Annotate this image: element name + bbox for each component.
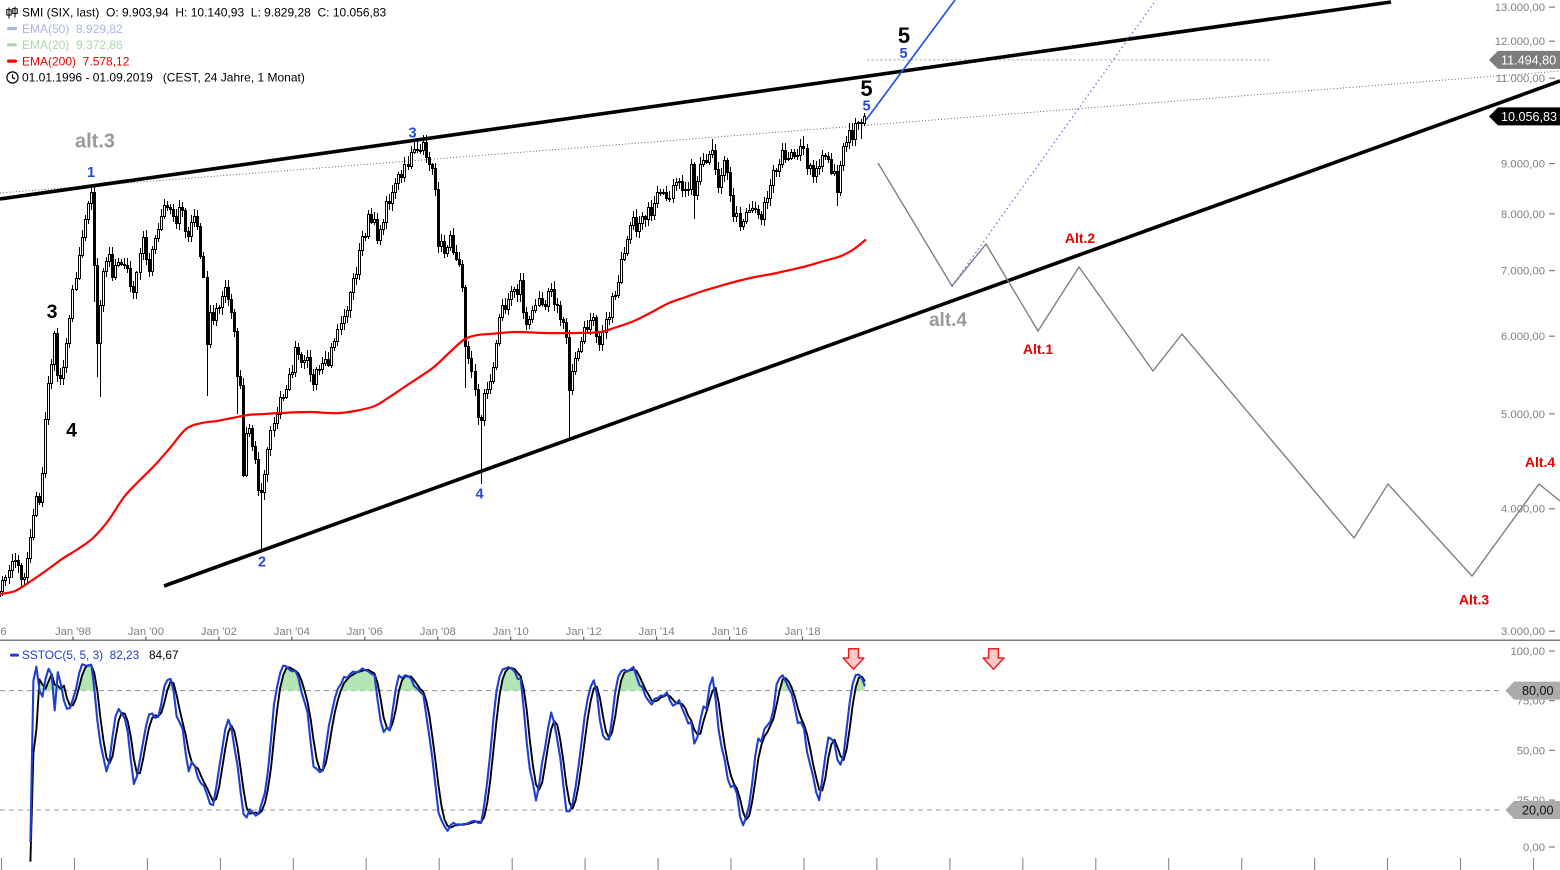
svg-text:EMA(20) 9.372,86: EMA(20) 9.372,86 — [22, 38, 123, 52]
svg-text:Jan '10: Jan '10 — [493, 626, 529, 638]
svg-text:Alt.2: Alt.2 — [1065, 230, 1096, 246]
svg-text:50,00: 50,00 — [1517, 745, 1545, 757]
svg-text:3: 3 — [47, 301, 58, 323]
svg-text:1: 1 — [87, 165, 95, 181]
svg-text:9.000,00: 9.000,00 — [1501, 159, 1545, 171]
svg-text:6.000,00: 6.000,00 — [1501, 331, 1545, 343]
svg-text:SMI (SIX, last) O: 9.903,94: SMI (SIX, last) O: 9.903,94 H: 10.140,93… — [22, 5, 387, 19]
svg-text:EMA(50) 8.929,82: EMA(50) 8.929,82 — [22, 22, 123, 36]
svg-text:5: 5 — [860, 76, 872, 101]
svg-text:11.494,80: 11.494,80 — [1501, 54, 1556, 68]
svg-text:4.000,00: 4.000,00 — [1501, 504, 1545, 516]
svg-text:Alt.3: Alt.3 — [1459, 592, 1490, 608]
svg-text:Alt.4: Alt.4 — [1525, 454, 1556, 470]
svg-text:11.000,00: 11.000,00 — [1496, 73, 1545, 85]
svg-text:13.000,00: 13.000,00 — [1495, 2, 1545, 14]
svg-text:Jan '00: Jan '00 — [128, 626, 164, 638]
svg-text:4: 4 — [66, 420, 77, 442]
svg-text:10.056,83: 10.056,83 — [1501, 110, 1557, 124]
svg-text:5.000,00: 5.000,00 — [1501, 409, 1545, 421]
svg-text:5: 5 — [862, 99, 870, 115]
svg-text:12.000,00: 12.000,00 — [1495, 36, 1545, 48]
svg-text:4: 4 — [475, 487, 483, 503]
svg-text:0,00: 0,00 — [1523, 842, 1545, 854]
svg-text:SSTOC(5, 5, 3) 82,23: SSTOC(5, 5, 3) 82,23 — [22, 648, 140, 662]
svg-text:20,00: 20,00 — [1522, 804, 1554, 818]
svg-text:5: 5 — [898, 23, 910, 48]
svg-text:100,00: 100,00 — [1510, 646, 1545, 658]
svg-text:alt.4: alt.4 — [929, 310, 967, 331]
svg-text:Jan '04: Jan '04 — [274, 626, 310, 638]
svg-text:3.000,00: 3.000,00 — [1501, 626, 1545, 638]
svg-text:Alt.1: Alt.1 — [1023, 341, 1054, 357]
svg-text:alt.3: alt.3 — [75, 131, 115, 153]
svg-text:6: 6 — [0, 626, 6, 638]
svg-text:Jan '02: Jan '02 — [201, 626, 237, 638]
svg-text:3: 3 — [408, 126, 416, 142]
svg-text:Jan '18: Jan '18 — [784, 626, 820, 638]
svg-text:Jan '12: Jan '12 — [566, 626, 602, 638]
svg-text:5: 5 — [899, 46, 907, 62]
svg-text:Jan '14: Jan '14 — [639, 626, 675, 638]
svg-text:8.000,00: 8.000,00 — [1501, 209, 1545, 221]
svg-text:2: 2 — [258, 555, 266, 571]
svg-text:80,00: 80,00 — [1522, 684, 1554, 698]
svg-text:Jan '06: Jan '06 — [347, 626, 383, 638]
svg-text:Jan '08: Jan '08 — [420, 626, 456, 638]
svg-text:84,67: 84,67 — [149, 648, 179, 662]
svg-text:EMA(200) 7.578,12: EMA(200) 7.578,12 — [22, 54, 130, 68]
svg-text:7.000,00: 7.000,00 — [1501, 266, 1545, 278]
svg-text:Jan '16: Jan '16 — [712, 626, 748, 638]
svg-text:01.01.1996 - 01.09.2019 (CES: 01.01.1996 - 01.09.2019 (CEST, 24 Jahre,… — [22, 71, 305, 85]
svg-text:Jan '98: Jan '98 — [55, 626, 91, 638]
